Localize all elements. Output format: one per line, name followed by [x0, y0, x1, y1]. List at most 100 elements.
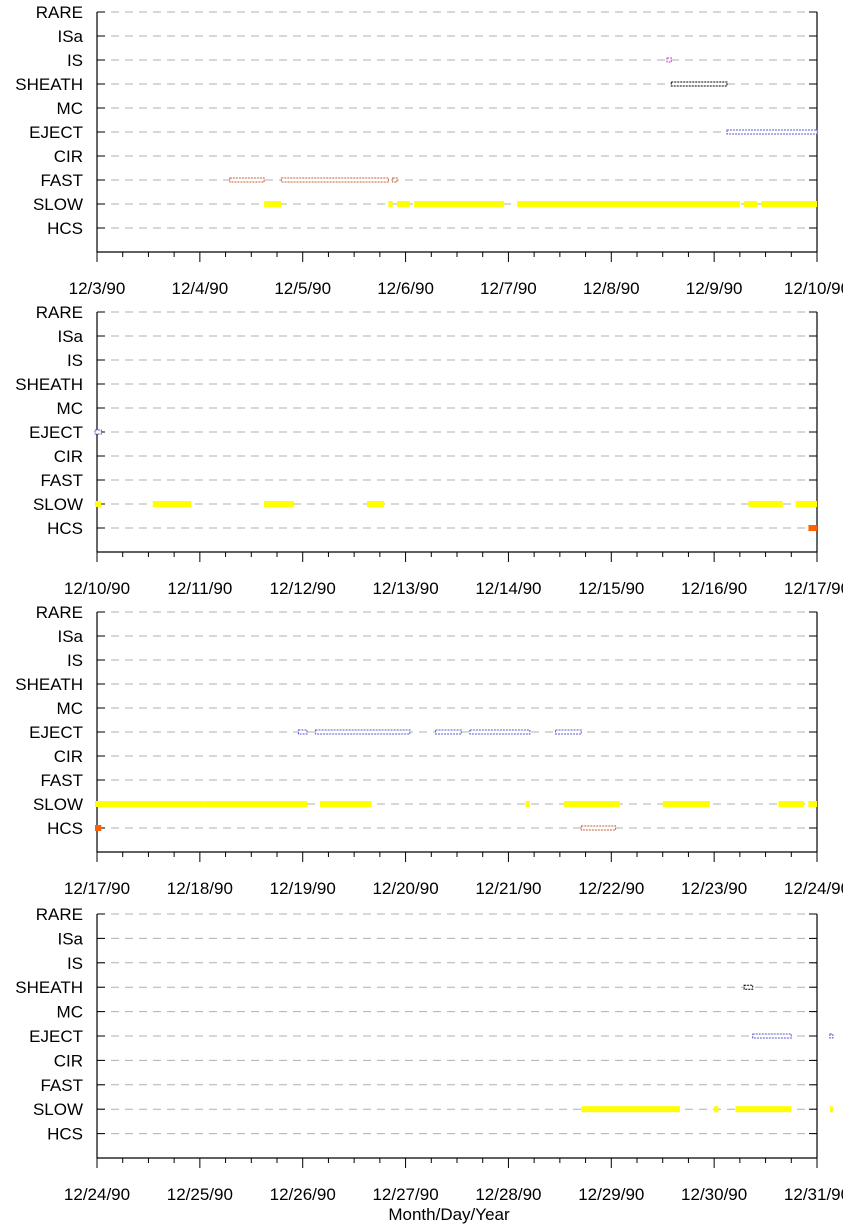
x-tick-label: 12/6/90 [377, 279, 434, 298]
mark-slow [735, 1106, 792, 1113]
mark-slow [581, 1106, 680, 1113]
mark-slow [397, 201, 410, 207]
category-label: ISa [57, 27, 83, 46]
category-label: CIR [54, 447, 83, 466]
category-label: IS [67, 651, 83, 670]
category-label: SHEATH [15, 375, 83, 394]
mark-hcs [580, 825, 617, 831]
category-label: MC [57, 1003, 83, 1022]
category-label: ISa [57, 627, 83, 646]
category-label: SLOW [33, 795, 83, 814]
mark-slow [95, 801, 205, 807]
x-tick-label: 12/7/90 [480, 279, 537, 298]
x-tick-label: 12/10/90 [64, 579, 130, 598]
category-label: HCS [47, 819, 83, 838]
category-label: EJECT [29, 123, 83, 142]
mark-fast [229, 177, 265, 183]
category-label: SHEATH [15, 75, 83, 94]
mark-fast [392, 177, 398, 183]
x-tick-label: 12/14/90 [475, 579, 541, 598]
category-label: HCS [47, 519, 83, 538]
mark-slow [319, 801, 372, 807]
mark-eject [829, 1033, 834, 1039]
category-label: IS [67, 351, 83, 370]
category-label: MC [57, 699, 83, 718]
mark-slow [795, 501, 817, 507]
x-tick-label: 12/18/90 [167, 879, 233, 898]
category-label: FAST [40, 771, 83, 790]
x-tick-label: 12/30/90 [681, 1185, 747, 1204]
x-tick-label: 12/19/90 [270, 879, 336, 898]
x-tick-label: 12/24/90 [784, 879, 843, 898]
x-tick-label: 12/5/90 [274, 279, 331, 298]
x-tick-label: 12/17/90 [64, 879, 130, 898]
category-label: FAST [40, 471, 83, 490]
x-tick-label: 12/25/90 [167, 1185, 233, 1204]
category-label: EJECT [29, 723, 83, 742]
x-tick-label: 12/28/90 [475, 1185, 541, 1204]
mark-slow [517, 201, 740, 207]
mark-eject [315, 729, 411, 735]
mark-slow [744, 201, 757, 207]
x-tick-label: 12/15/90 [578, 579, 644, 598]
x-tick-label: 12/31/90 [784, 1185, 843, 1204]
x-tick-label: 12/22/90 [578, 879, 644, 898]
category-label: FAST [40, 171, 83, 190]
mark-sheath [743, 984, 754, 990]
category-label: RARE [36, 905, 83, 924]
x-tick-label: 12/29/90 [578, 1185, 644, 1204]
category-label: MC [57, 99, 83, 118]
x-tick-label: 12/24/90 [64, 1185, 130, 1204]
mark-slow [564, 801, 620, 807]
x-tick-label: 12/8/90 [583, 279, 640, 298]
category-label: RARE [36, 3, 83, 22]
category-label: ISa [57, 929, 83, 948]
mark-eject [94, 429, 102, 435]
x-tick-label: 12/12/90 [270, 579, 336, 598]
category-label: EJECT [29, 1027, 83, 1046]
mark-slow [662, 801, 710, 807]
x-tick-label: 12/3/90 [69, 279, 126, 298]
mark-eject [752, 1033, 792, 1039]
mark-slow [525, 801, 530, 807]
x-tick-label: 12/17/90 [784, 579, 843, 598]
mark-eject [555, 729, 582, 735]
category-label: IS [67, 954, 83, 973]
mark-slow [829, 1106, 833, 1113]
mark-slow [748, 501, 783, 507]
mark-slow [152, 501, 192, 507]
mark-slow [264, 201, 282, 207]
mark-eject [469, 729, 531, 735]
x-tick-label: 12/13/90 [372, 579, 438, 598]
mark-slow [388, 201, 393, 207]
mark-sheath [670, 81, 728, 87]
category-label: CIR [54, 1051, 83, 1070]
mark-eject [726, 129, 818, 135]
mark-slow [95, 501, 102, 507]
mark-slow [714, 1106, 719, 1113]
category-label: HCS [47, 219, 83, 238]
x-tick-label: 12/4/90 [171, 279, 228, 298]
x-tick-label: 12/26/90 [270, 1185, 336, 1204]
category-label: FAST [40, 1076, 83, 1095]
mark-fast [280, 177, 389, 183]
x-tick-label: 12/27/90 [372, 1185, 438, 1204]
x-tick-label: 12/23/90 [681, 879, 747, 898]
mark-slow [414, 201, 505, 207]
mark-eject [297, 729, 308, 735]
x-tick-label: 12/9/90 [686, 279, 743, 298]
category-label: RARE [36, 303, 83, 322]
x-axis-label: Month/Day/Year [388, 1205, 510, 1224]
x-tick-label: 12/11/90 [167, 579, 232, 598]
category-label: HCS [47, 1125, 83, 1144]
category-label: CIR [54, 147, 83, 166]
mark-slow [204, 801, 307, 807]
mark-is [666, 57, 672, 63]
mark-slow [761, 201, 817, 207]
category-label: ISa [57, 327, 83, 346]
category-label: EJECT [29, 423, 83, 442]
mark-slow [264, 501, 295, 507]
x-tick-label: 12/10/90 [784, 279, 843, 298]
category-label: SLOW [33, 1100, 83, 1119]
